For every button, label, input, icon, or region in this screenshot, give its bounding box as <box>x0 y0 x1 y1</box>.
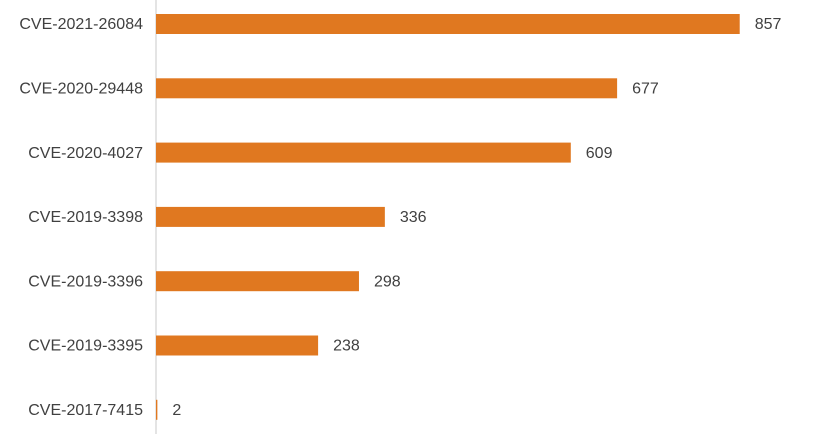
category-label: CVE-2017-7415 <box>28 402 143 419</box>
value-label: 609 <box>586 145 613 162</box>
category-label: CVE-2019-3398 <box>28 209 143 226</box>
category-label: CVE-2019-3396 <box>28 273 143 290</box>
bar <box>156 142 571 163</box>
value-label: 857 <box>755 16 782 33</box>
value-label: 677 <box>632 81 659 98</box>
bar <box>156 335 319 356</box>
value-label: 336 <box>400 209 427 226</box>
value-label: 2 <box>172 402 181 419</box>
bar <box>156 78 618 99</box>
value-label: 238 <box>333 338 360 355</box>
value-label: 298 <box>374 273 401 290</box>
category-label: CVE-2020-29448 <box>19 81 143 98</box>
bar <box>156 399 158 420</box>
category-label: CVE-2019-3395 <box>28 338 143 355</box>
bar <box>156 271 359 292</box>
category-label: CVE-2020-4027 <box>28 145 143 162</box>
category-label: CVE-2021-26084 <box>19 16 143 33</box>
bar <box>156 206 385 227</box>
bar <box>156 14 740 34</box>
